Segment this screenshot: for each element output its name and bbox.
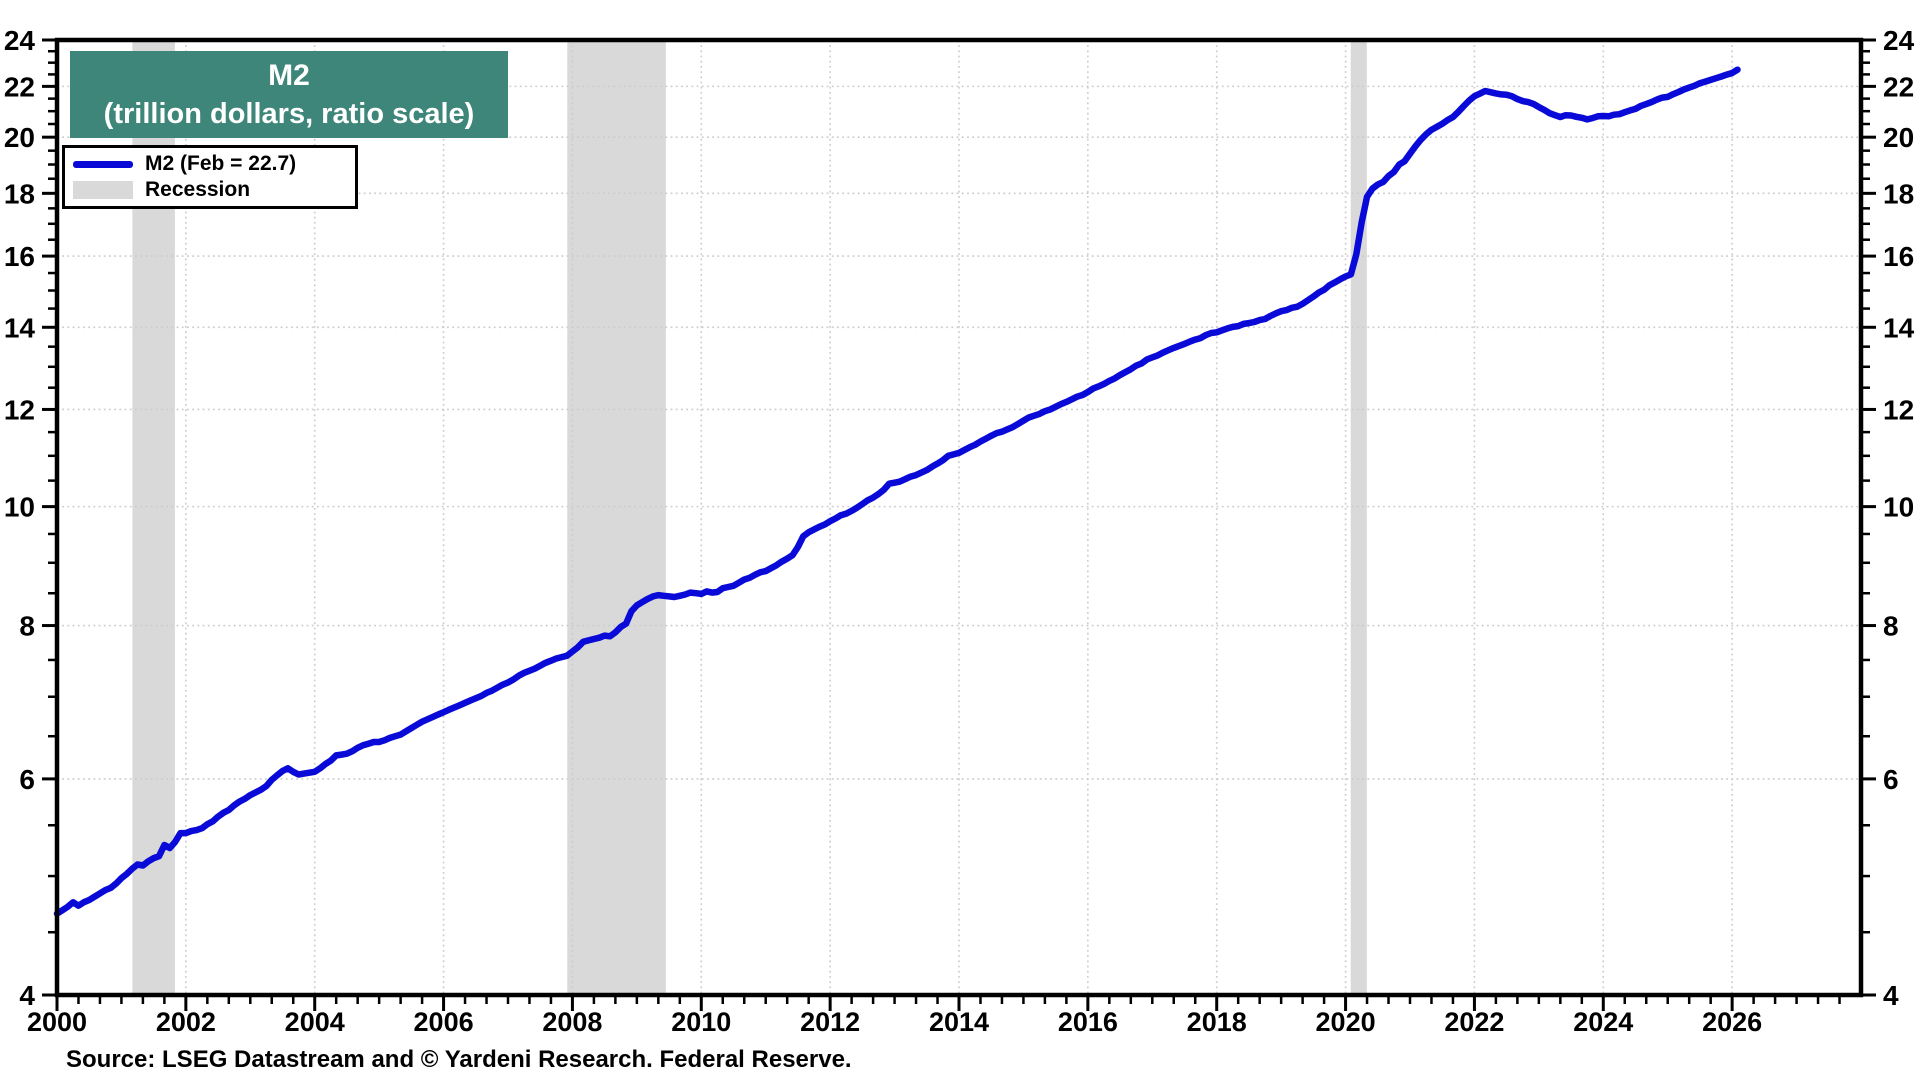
recession-swatch-icon: [73, 181, 133, 199]
source-note: Source: LSEG Datastream and © Yardeni Re…: [66, 1046, 852, 1073]
m2-line: [53, 66, 1741, 917]
x-axis-tick-label: 2022: [1444, 1007, 1504, 1037]
y-axis-tick-label: 12: [4, 394, 35, 425]
x-axis-tick-label: 2026: [1702, 1007, 1762, 1037]
x-axis-tick-label: 2020: [1316, 1007, 1376, 1037]
y-axis-tick-label-right: 18: [1883, 178, 1914, 209]
x-axis-tick-label: 2008: [542, 1007, 602, 1037]
y-axis-tick-label: 16: [4, 241, 35, 272]
x-axis-tick-label: 2018: [1187, 1007, 1247, 1037]
y-axis-tick-label: 24: [4, 25, 36, 56]
y-axis-tick-label-right: 10: [1883, 492, 1914, 523]
legend: M2 (Feb = 22.7) Recession: [62, 145, 358, 209]
y-axis-tick-label: 20: [4, 122, 35, 153]
y-axis-tick-label: 6: [19, 764, 35, 795]
chart-title-box: M2 (trillion dollars, ratio scale): [70, 51, 508, 138]
y-axis-tick-label-right: 14: [1883, 312, 1915, 343]
m2-line-swatch-icon: [73, 160, 133, 168]
legend-item-recession: Recession: [73, 178, 347, 202]
chart-title: M2: [268, 58, 310, 92]
y-axis-tick-label-right: 16: [1883, 241, 1914, 272]
plot-frame: [54, 37, 1864, 998]
x-axis-tick-label: 2012: [800, 1007, 860, 1037]
recession-band: [1350, 38, 1367, 995]
chart-subtitle: (trillion dollars, ratio scale): [103, 97, 475, 130]
legend-label-recession: Recession: [145, 178, 251, 201]
x-axis-tick-label: 2016: [1058, 1007, 1118, 1037]
y-axis-tick-label: 8: [19, 611, 35, 642]
x-axis-tick-label: 2006: [414, 1007, 474, 1037]
y-axis-tick-label: 18: [4, 178, 35, 209]
recession-band: [567, 38, 666, 995]
legend-label-m2: M2 (Feb = 22.7): [145, 152, 297, 175]
x-axis-tick-label: 2004: [285, 1007, 345, 1037]
y-axis-tick-label: 4: [19, 980, 35, 1011]
y-axis-tick-label: 14: [4, 312, 36, 343]
y-axis-tick-label-right: 12: [1883, 394, 1914, 425]
y-axis-tick-label: 22: [4, 71, 35, 102]
y-axis-tick-label-right: 20: [1883, 122, 1914, 153]
x-axis-tick-label: 2024: [1573, 1007, 1633, 1037]
legend-item-m2: M2 (Feb = 22.7): [73, 152, 347, 176]
x-axis-tick-label: 2010: [671, 1007, 731, 1037]
x-axis-tick-label: 2000: [27, 1007, 87, 1037]
y-axis-tick-label-right: 8: [1883, 611, 1899, 642]
x-axis-tick-label: 2014: [929, 1007, 989, 1037]
x-axis-tick-label: 2002: [156, 1007, 216, 1037]
y-axis-tick-label: 10: [4, 492, 35, 523]
y-axis-tick-label-right: 6: [1883, 764, 1899, 795]
y-axis-tick-label-right: 4: [1883, 980, 1899, 1011]
y-axis-tick-label-right: 24: [1883, 25, 1915, 56]
y-axis-tick-label-right: 22: [1883, 71, 1914, 102]
